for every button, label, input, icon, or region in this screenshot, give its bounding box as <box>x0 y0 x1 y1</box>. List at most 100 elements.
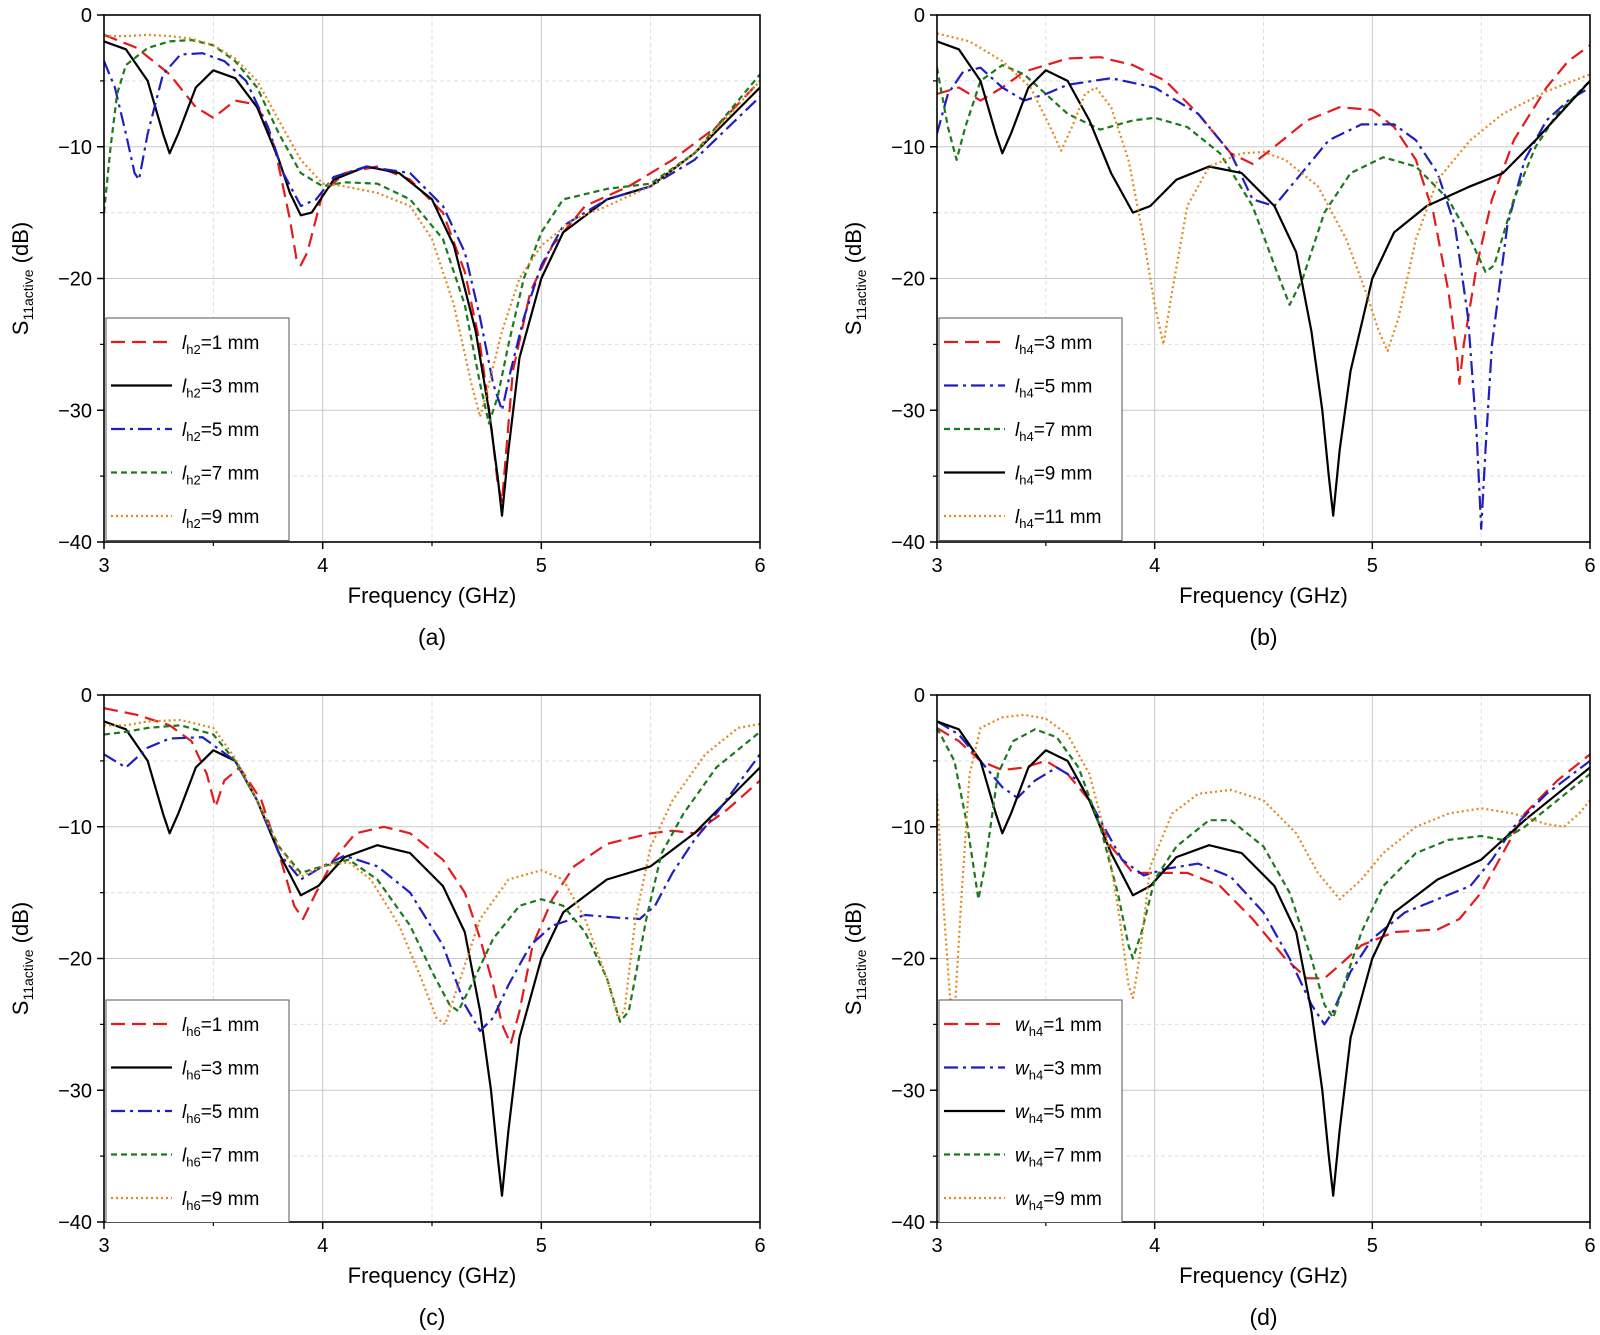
legend-value: =9 mm <box>1043 1189 1102 1210</box>
x-tick-label: 3 <box>931 1235 942 1257</box>
y-tick-label: −40 <box>891 532 925 554</box>
legend-sub: h4 <box>1029 1068 1043 1083</box>
series-line-1 <box>104 707 760 1046</box>
legend-label-5: lh4=11 mm <box>1015 507 1101 531</box>
x-tick-label: 6 <box>754 1235 765 1257</box>
y-tick-label: −30 <box>58 400 92 422</box>
legend-sub: h4 <box>1019 473 1033 488</box>
legend-box <box>105 317 290 541</box>
legend-var: l <box>182 464 187 485</box>
legend-value: =5 mm <box>1043 1102 1102 1123</box>
legend-label-1: lh4=3 mm <box>1015 333 1092 357</box>
y-tick-label: 0 <box>914 5 925 27</box>
legend-value: =9 mm <box>201 507 260 528</box>
legend-var: l <box>182 1146 187 1167</box>
y-tick-label: −30 <box>891 1080 925 1102</box>
series-group <box>104 33 760 517</box>
legend-var: l <box>1015 377 1020 398</box>
y-tick-label: −20 <box>58 269 92 291</box>
legend-sub: h6 <box>186 1111 200 1126</box>
x-tick-label: 5 <box>1367 555 1378 577</box>
series-line-5 <box>937 713 1590 1019</box>
legend-label-2: lh6=3 mm <box>182 1059 259 1083</box>
legend-sub: h6 <box>186 1198 200 1213</box>
legend-label-5: wh4=9 mm <box>1015 1189 1102 1213</box>
legend-var: l <box>1015 333 1020 354</box>
chart-panel-2: 3 4 5 6 0 −10 −20 −30 −40 Frequency (GHz) S11activ… <box>841 5 1596 650</box>
legend-value: =7 mm <box>1034 420 1093 441</box>
legend-var: l <box>1015 420 1020 441</box>
series-line-5 <box>104 33 760 418</box>
series-line-5 <box>104 718 760 1026</box>
series-line-3 <box>104 52 760 412</box>
y-axis-title-unit: (dB) <box>841 222 866 270</box>
x-tick-label: 5 <box>536 555 547 577</box>
legend-label-4: lh2=7 mm <box>182 464 259 488</box>
y-axis-title-sub: 11active <box>20 269 36 320</box>
legend-label-4: lh4=9 mm <box>1015 464 1092 488</box>
y-axis-title: S11active (dB) <box>841 222 869 335</box>
x-tick-label: 3 <box>98 1235 109 1257</box>
y-axis-title-sub: 11active <box>853 269 869 320</box>
legend-label-3: lh2=5 mm <box>182 420 259 444</box>
y-axis-title: S11active (dB) <box>841 902 869 1015</box>
x-tick-label: 6 <box>1584 1235 1595 1257</box>
x-tick-label: 4 <box>317 1235 328 1257</box>
y-tick-label: −10 <box>891 817 925 839</box>
legend-sub: h4 <box>1029 1198 1043 1213</box>
y-axis-title-main: S <box>841 321 866 336</box>
y-tick-label: −40 <box>891 1212 925 1234</box>
legend-var: w <box>1015 1189 1030 1210</box>
legend-value: =9 mm <box>201 1189 260 1210</box>
series-group <box>104 707 760 1197</box>
series-line-2 <box>937 720 1590 1026</box>
y-axis-title-main: S <box>8 1001 33 1016</box>
series-line-2 <box>104 720 760 1197</box>
x-axis-title: Frequency (GHz) <box>348 583 517 608</box>
legend-value: =3 mm <box>1034 333 1093 354</box>
x-tick-label: 6 <box>1584 555 1595 577</box>
legend-label-5: lh2=9 mm <box>182 507 259 531</box>
legend-var: l <box>182 420 187 441</box>
legend-label-1: lh2=1 mm <box>182 333 259 357</box>
legend-value: =3 mm <box>201 1059 260 1080</box>
legend-var: w <box>1015 1146 1030 1167</box>
legend-value: =9 mm <box>1034 464 1093 485</box>
legend-var: l <box>182 507 187 528</box>
x-tick-label: 5 <box>1367 1235 1378 1257</box>
series-line-3 <box>937 720 1590 1197</box>
x-tick-label: 4 <box>317 555 328 577</box>
legend-value: =5 mm <box>1034 377 1093 398</box>
series-line-4 <box>104 724 760 1023</box>
legend-sub: h6 <box>186 1155 200 1170</box>
y-tick-label: −10 <box>891 137 925 159</box>
legend-value: =1 mm <box>201 333 260 354</box>
series-group <box>937 32 1590 530</box>
legend-label-1: wh4=1 mm <box>1015 1015 1102 1039</box>
y-axis-title: S11active (dB) <box>8 222 36 335</box>
panel-caption: (a) <box>418 624 446 650</box>
legend-label-4: lh6=7 mm <box>182 1146 259 1170</box>
legend-sub: h4 <box>1019 386 1033 401</box>
y-axis-title-sub: 11active <box>20 949 36 1000</box>
y-tick-label: −20 <box>891 269 925 291</box>
legend-label-2: lh4=5 mm <box>1015 377 1092 401</box>
y-tick-label: −10 <box>58 817 92 839</box>
legend-var: l <box>182 333 187 354</box>
legend-label-3: wh4=5 mm <box>1015 1102 1102 1126</box>
legend-label-4: wh4=7 mm <box>1015 1146 1102 1170</box>
legend-var: l <box>182 1059 187 1080</box>
legend-var: l <box>182 1015 187 1036</box>
chart-panel-3: 3 4 5 6 0 −10 −20 −30 −40 Frequency (GHz) S11activ… <box>8 685 766 1330</box>
y-axis-title-unit: (dB) <box>841 902 866 950</box>
y-tick-label: −20 <box>58 949 92 971</box>
y-tick-label: 0 <box>81 5 92 27</box>
y-tick-label: −20 <box>891 949 925 971</box>
legend-sub: h2 <box>186 429 200 444</box>
legend-var: w <box>1015 1015 1030 1036</box>
panel-caption: (b) <box>1249 624 1277 650</box>
series-line-5 <box>937 32 1590 353</box>
panel-caption: (c) <box>419 1304 446 1330</box>
